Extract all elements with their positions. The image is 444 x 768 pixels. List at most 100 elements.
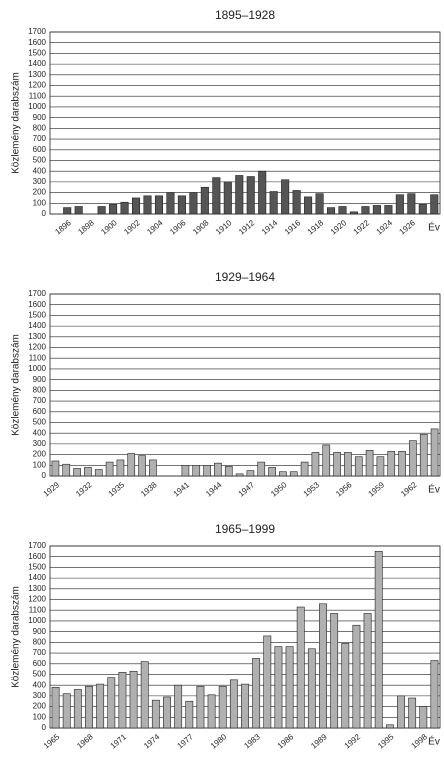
x-axis-title: Év: [428, 735, 440, 748]
bar: [85, 685, 93, 729]
x-tick-label: 1974: [142, 732, 162, 751]
y-tick-label: 600: [33, 145, 47, 154]
x-tick-label: 1962: [399, 480, 419, 499]
bar: [73, 468, 81, 477]
bar: [203, 464, 211, 477]
bar: [177, 195, 186, 215]
y-tick-label: 0: [42, 471, 47, 480]
bar: [207, 694, 216, 729]
y-tick-label: 400: [33, 428, 47, 437]
bar: [285, 646, 294, 729]
x-tick-label: 1980: [209, 732, 229, 751]
y-tick-label: 1100: [29, 91, 47, 100]
y-tick-label: 900: [33, 627, 47, 636]
y-tick-label: 1400: [28, 573, 46, 582]
y-tick-label: 1200: [28, 81, 46, 90]
bar: [349, 211, 358, 215]
y-tick-label: 100: [33, 198, 47, 207]
bar: [363, 613, 372, 729]
plot-frame: [49, 31, 441, 215]
y-tick-label: 600: [33, 659, 47, 668]
bar: [63, 207, 72, 215]
bar: [258, 170, 267, 215]
bar: [97, 206, 106, 215]
y-tick-label: 800: [33, 637, 47, 646]
y-tick-label: 400: [33, 166, 47, 175]
x-tick-label: 1989: [309, 732, 329, 751]
y-tick-label: 1500: [28, 563, 46, 572]
bar: [105, 461, 114, 477]
bar: [200, 186, 209, 215]
bar: [384, 205, 393, 215]
bar: [311, 452, 320, 477]
y-tick-label: 200: [33, 188, 47, 197]
y-tick-label: 1700: [28, 541, 46, 550]
bar: [73, 689, 82, 729]
bar: [281, 179, 290, 215]
y-tick-label: 1100: [29, 605, 47, 614]
bar: [51, 460, 60, 477]
y-tick-label: 300: [33, 177, 47, 186]
y-tick-label: 200: [33, 702, 47, 711]
bar: [192, 464, 201, 477]
bar: [166, 192, 175, 215]
bar: [223, 181, 232, 215]
bar: [344, 452, 352, 477]
bar: [279, 471, 287, 477]
x-tick-label: 1896: [53, 218, 73, 237]
chart-title: 1965–1999: [215, 522, 275, 536]
y-tick-label: 400: [33, 680, 47, 689]
y-tick-label: 800: [33, 385, 47, 394]
x-axis-title: Év: [428, 221, 440, 234]
y-tick-label: 700: [33, 396, 47, 405]
bar: [107, 677, 116, 729]
bar: [430, 660, 439, 729]
x-tick-label: 1998: [410, 732, 430, 751]
bar: [214, 462, 222, 477]
bar: [315, 193, 324, 215]
x-tick-label: 1959: [367, 480, 387, 499]
x-tick-label: 1986: [276, 732, 296, 751]
bar: [341, 643, 350, 729]
bar: [408, 697, 417, 729]
bar: [154, 195, 163, 215]
x-tick-label: 1971: [109, 732, 129, 751]
bar: [307, 648, 316, 729]
y-tick-label: 500: [33, 418, 47, 427]
plot-frame: [49, 293, 441, 477]
y-tick-label: 900: [33, 375, 47, 384]
x-tick-label: 1977: [176, 732, 196, 751]
y-tick-label: 1200: [28, 343, 46, 352]
bar: [212, 177, 221, 215]
bar: [430, 194, 439, 215]
y-tick-label: 1000: [28, 102, 46, 111]
bar: [138, 455, 146, 477]
y-tick-label: 500: [33, 670, 47, 679]
y-tick-label: 1300: [28, 70, 46, 79]
y-tick-label: 1000: [28, 616, 46, 625]
bar: [409, 440, 417, 477]
bar: [246, 470, 255, 477]
bar: [296, 606, 305, 729]
bar: [395, 194, 404, 215]
bar: [224, 466, 233, 477]
bar: [289, 471, 298, 477]
bar: [419, 706, 428, 729]
bar: [241, 683, 249, 729]
x-tick-label: 1908: [191, 218, 211, 237]
bar: [268, 467, 276, 477]
x-tick-label: 1926: [398, 218, 418, 237]
y-tick-label: 1600: [28, 300, 46, 309]
bar: [397, 695, 405, 729]
bar: [94, 469, 103, 477]
bar: [269, 191, 278, 215]
y-tick-label: 700: [33, 134, 47, 143]
bar: [338, 206, 347, 215]
y-tick-label: 100: [33, 460, 47, 469]
bar: [235, 473, 244, 477]
bar: [109, 204, 118, 215]
y-tick-label: 1500: [28, 311, 46, 320]
x-tick-label: 1900: [99, 218, 119, 237]
bar: [246, 176, 255, 215]
